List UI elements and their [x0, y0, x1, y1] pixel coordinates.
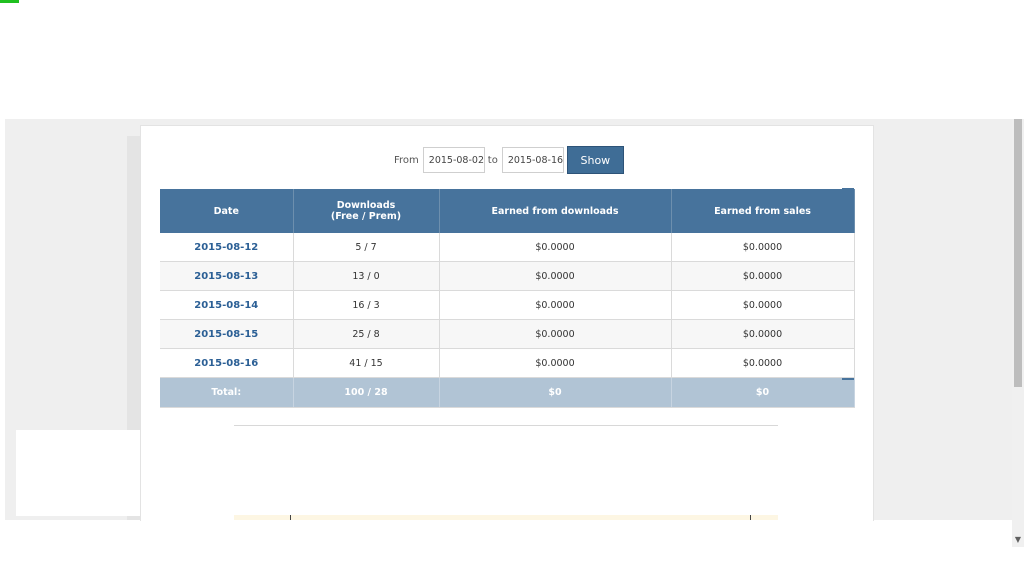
- table-row: 2015-08-15 25 / 8 $0.0000 $0.0000: [160, 319, 855, 349]
- earned-sales-cell: $0.0000: [671, 290, 855, 320]
- header-downloads: Downloads (Free / Prem): [293, 189, 440, 233]
- table-edge-accent: [842, 378, 854, 380]
- earned-downloads-cell: $0.0000: [439, 319, 672, 349]
- downloads-cell: 41 / 15: [293, 348, 440, 378]
- corner-indicator: [0, 0, 19, 3]
- table-edge-accent: [842, 188, 854, 191]
- header-earned-downloads: Earned from downloads: [439, 189, 672, 233]
- table-row: 2015-08-16 41 / 15 $0.0000 $0.0000: [160, 348, 855, 378]
- date-link[interactable]: 2015-08-14: [194, 299, 259, 311]
- total-label: Total:: [160, 377, 294, 408]
- earned-sales-cell: $0.0000: [671, 319, 855, 349]
- earned-downloads-cell: $0.0000: [439, 290, 672, 320]
- header-earned-sales: Earned from sales: [671, 189, 855, 233]
- earned-downloads-cell: $0.0000: [439, 348, 672, 378]
- to-label: to: [487, 154, 498, 166]
- earned-sales-cell: $0.0000: [671, 348, 855, 378]
- date-cell: 2015-08-12: [160, 233, 294, 262]
- table-header-row: Date Downloads (Free / Prem) Earned from…: [160, 189, 855, 233]
- header-downloads-line2: (Free / Prem): [330, 211, 402, 222]
- chart-tick: [750, 515, 751, 520]
- show-button[interactable]: Show: [566, 146, 624, 174]
- downloads-cell: 13 / 0: [293, 261, 440, 291]
- to-date-input[interactable]: [501, 147, 564, 173]
- panel-shadow: [127, 136, 140, 520]
- total-downloads: 100 / 28: [293, 377, 440, 408]
- blank-overlay: [16, 430, 140, 516]
- downloads-cell: 25 / 8: [293, 319, 440, 349]
- chart-area: [234, 425, 778, 521]
- from-date-input[interactable]: [422, 147, 485, 173]
- earned-downloads-cell: $0.0000: [439, 233, 672, 262]
- chart-axis-strip: [234, 515, 778, 520]
- total-row: Total: 100 / 28 $0 $0: [160, 377, 855, 408]
- scrollbar-thumb[interactable]: [1014, 119, 1022, 387]
- total-earned-downloads: $0: [439, 377, 672, 408]
- date-link[interactable]: 2015-08-15: [194, 328, 259, 340]
- date-cell: 2015-08-16: [160, 348, 294, 378]
- date-cell: 2015-08-15: [160, 319, 294, 349]
- vertical-scrollbar[interactable]: ▼: [1012, 119, 1024, 547]
- date-cell: 2015-08-13: [160, 261, 294, 291]
- date-link[interactable]: 2015-08-16: [194, 357, 259, 369]
- earnings-table: Date Downloads (Free / Prem) Earned from…: [160, 189, 855, 408]
- table-row: 2015-08-14 16 / 3 $0.0000 $0.0000: [160, 290, 855, 320]
- downloads-cell: 5 / 7: [293, 233, 440, 262]
- chart-tick: [290, 515, 291, 520]
- table-row: 2015-08-12 5 / 7 $0.0000 $0.0000: [160, 233, 855, 262]
- table-row: 2015-08-13 13 / 0 $0.0000 $0.0000: [160, 261, 855, 291]
- earned-downloads-cell: $0.0000: [439, 261, 672, 291]
- downloads-cell: 16 / 3: [293, 290, 440, 320]
- header-date: Date: [160, 189, 294, 233]
- header-downloads-line1: Downloads: [336, 200, 396, 211]
- date-link[interactable]: 2015-08-12: [194, 241, 259, 253]
- total-earned-sales: $0: [671, 377, 855, 408]
- scroll-down-arrow-icon[interactable]: ▼: [1014, 535, 1022, 544]
- earned-sales-cell: $0.0000: [671, 233, 855, 262]
- date-filter: From to Show: [394, 146, 624, 174]
- date-cell: 2015-08-14: [160, 290, 294, 320]
- date-link[interactable]: 2015-08-13: [194, 270, 259, 282]
- from-label: From: [394, 154, 419, 166]
- earned-sales-cell: $0.0000: [671, 261, 855, 291]
